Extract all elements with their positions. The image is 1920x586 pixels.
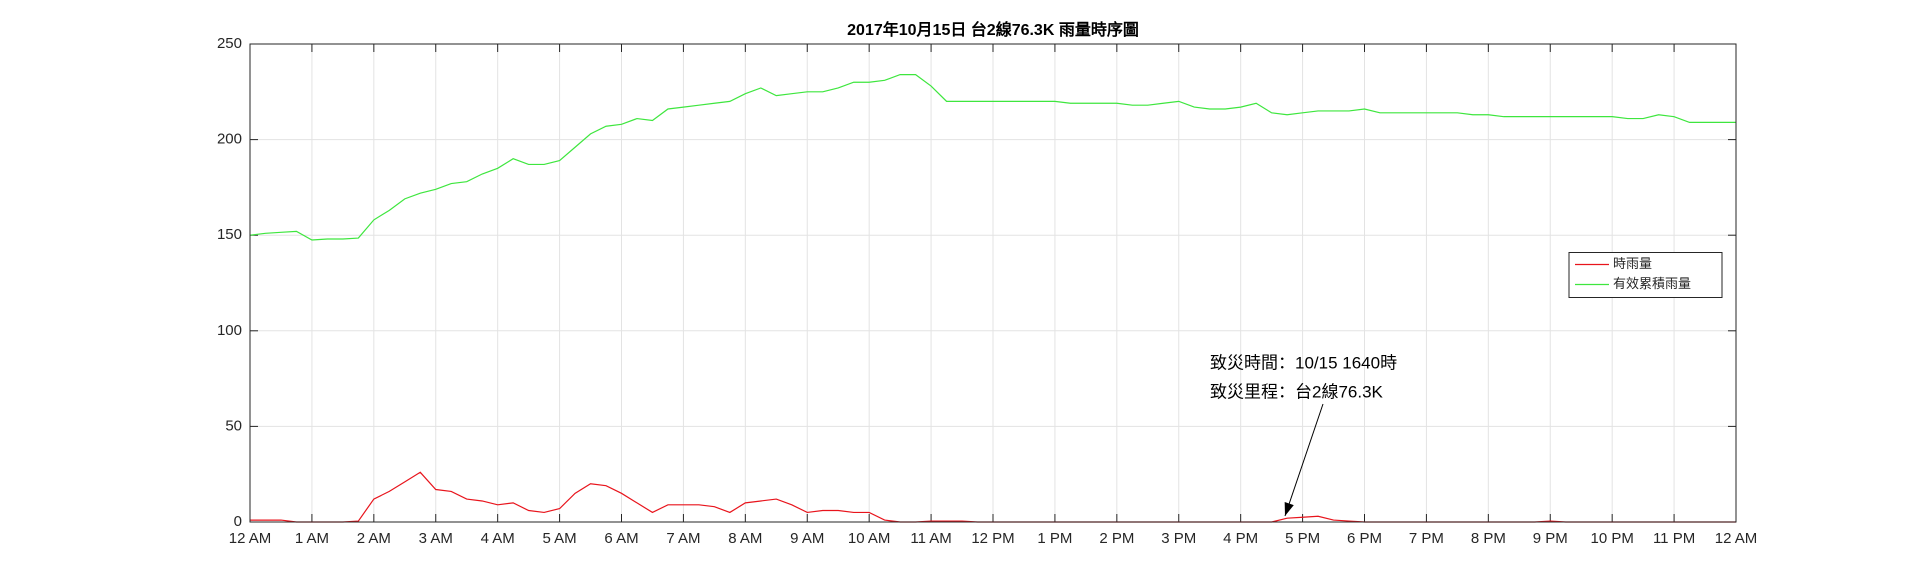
x-tick-label: 12 AM	[1715, 530, 1758, 547]
annotation-arrow	[1284, 403, 1324, 517]
x-tick-label: 11 PM	[1653, 530, 1695, 547]
x-tick-label: 6 AM	[604, 530, 638, 547]
x-tick-label: 2 PM	[1099, 530, 1134, 547]
x-tick-label: 11 AM	[910, 530, 951, 547]
x-tick-label: 5 AM	[542, 530, 576, 547]
x-tick-label: 8 PM	[1471, 530, 1506, 547]
x-tick-label: 1 PM	[1037, 530, 1072, 547]
x-tick-label: 9 AM	[790, 530, 824, 547]
arrow-head	[1284, 502, 1294, 516]
y-tick-label: 200	[217, 131, 242, 148]
x-tick-label: 12 AM	[229, 530, 272, 547]
x-tick-label: 3 PM	[1161, 530, 1196, 547]
y-tick-label: 50	[225, 417, 242, 434]
legend-box	[1568, 252, 1723, 298]
chart-title: 2017年10月15日 台2線76.3K 雨量時序圖	[847, 20, 1139, 39]
y-tick-label: 100	[217, 322, 242, 339]
x-tick-label: 9 PM	[1533, 530, 1568, 547]
y-tick-label: 0	[234, 513, 242, 530]
x-tick-label: 12 PM	[971, 530, 1014, 547]
annotation: 致災時間：10/15 1640時	[1210, 353, 1397, 372]
x-tick-label: 10 PM	[1590, 530, 1633, 547]
x-tick-label: 10 AM	[848, 530, 891, 547]
x-tick-label: 5 PM	[1285, 530, 1320, 547]
legend-label: 時雨量	[1613, 256, 1652, 271]
y-tick-label: 150	[217, 226, 242, 243]
x-tick-label: 7 AM	[666, 530, 700, 547]
x-tick-label: 1 AM	[295, 530, 329, 547]
x-tick-label: 8 AM	[728, 530, 762, 547]
x-tick-label: 6 PM	[1347, 530, 1382, 547]
x-tick-label: 7 PM	[1409, 530, 1444, 547]
annotation: 致災里程：台2線76.3K	[1210, 382, 1384, 401]
x-tick-label: 4 PM	[1223, 530, 1258, 547]
legend-label: 有效累積雨量	[1613, 276, 1691, 291]
axes-box	[249, 43, 1737, 523]
x-tick-label: 4 AM	[481, 530, 515, 547]
x-tick-label: 2 AM	[357, 530, 391, 547]
data-line	[249, 73, 1736, 241]
x-tick-label: 3 AM	[419, 530, 453, 547]
y-tick-label: 250	[217, 35, 242, 52]
